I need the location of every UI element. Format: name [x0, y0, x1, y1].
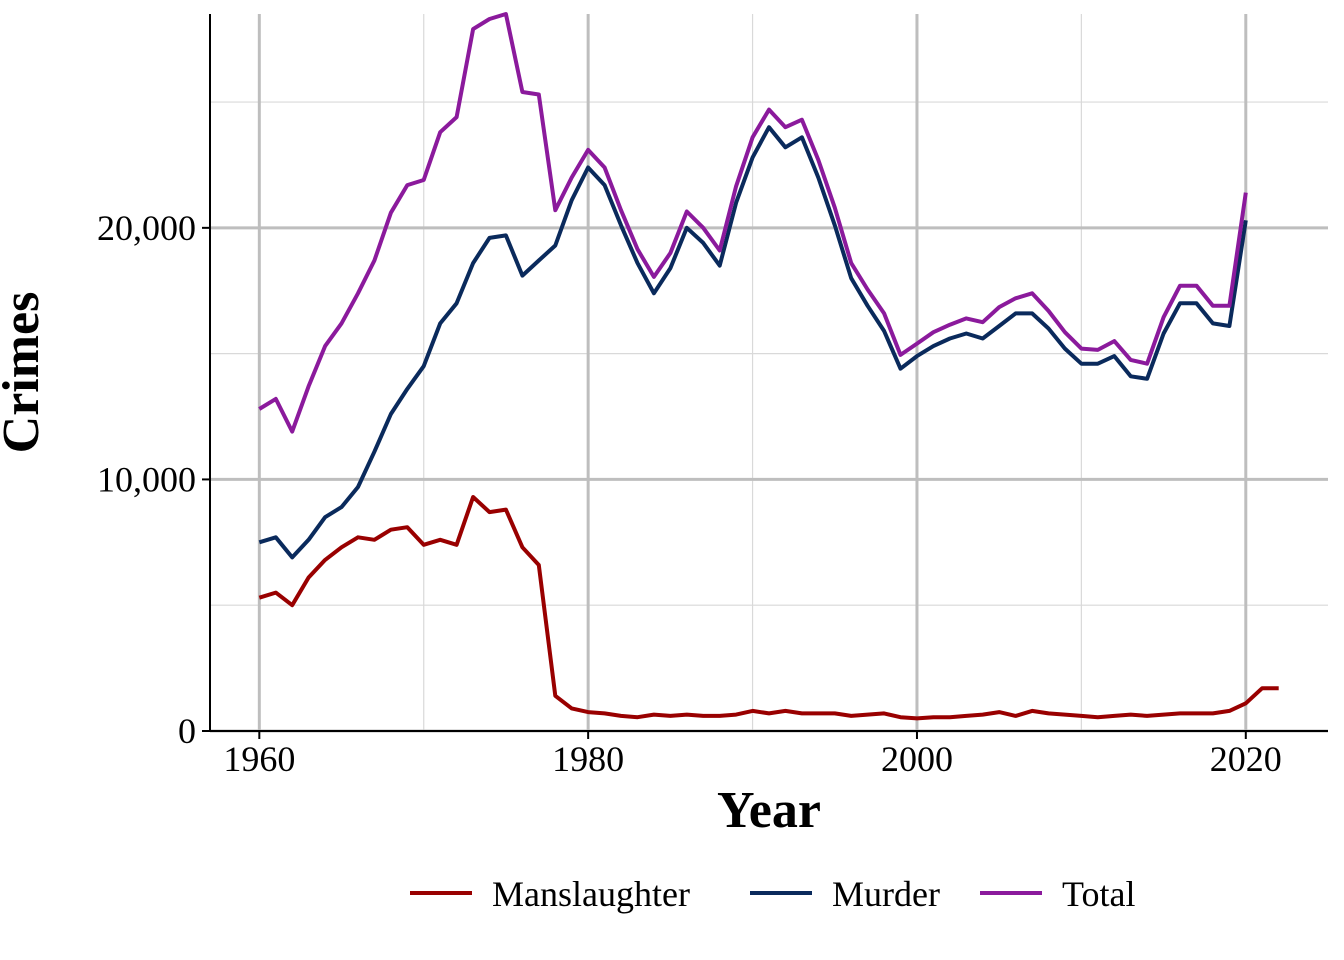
legend-label-total: Total	[1062, 874, 1135, 914]
legend: Manslaughter Murder Total	[410, 874, 1135, 914]
x-axis-tick-labels: 1960 1980 2000 2020	[223, 739, 1281, 779]
y-axis-tick-labels: 0 10,000 20,000	[97, 208, 196, 751]
y-tick-label: 10,000	[97, 459, 196, 499]
legend-label-manslaughter: Manslaughter	[492, 874, 690, 914]
y-tick-label: 0	[178, 711, 196, 751]
major-gridlines	[210, 14, 1328, 733]
data-series	[258, 12, 1279, 721]
x-tick-label: 1960	[223, 739, 295, 779]
series-line-murder	[258, 125, 1248, 560]
minor-gridlines	[210, 14, 1328, 731]
series-line-total	[258, 12, 1248, 434]
legend-label-murder: Murder	[832, 874, 940, 914]
x-axis-title: Year	[717, 782, 821, 839]
y-tick-label: 20,000	[97, 208, 196, 248]
x-tick-label: 2020	[1210, 739, 1282, 779]
x-tick-label: 2000	[881, 739, 953, 779]
series-line-manslaughter	[258, 495, 1279, 721]
y-axis-title: Crimes	[0, 292, 50, 454]
x-tick-label: 1980	[552, 739, 624, 779]
axes	[202, 14, 1328, 739]
